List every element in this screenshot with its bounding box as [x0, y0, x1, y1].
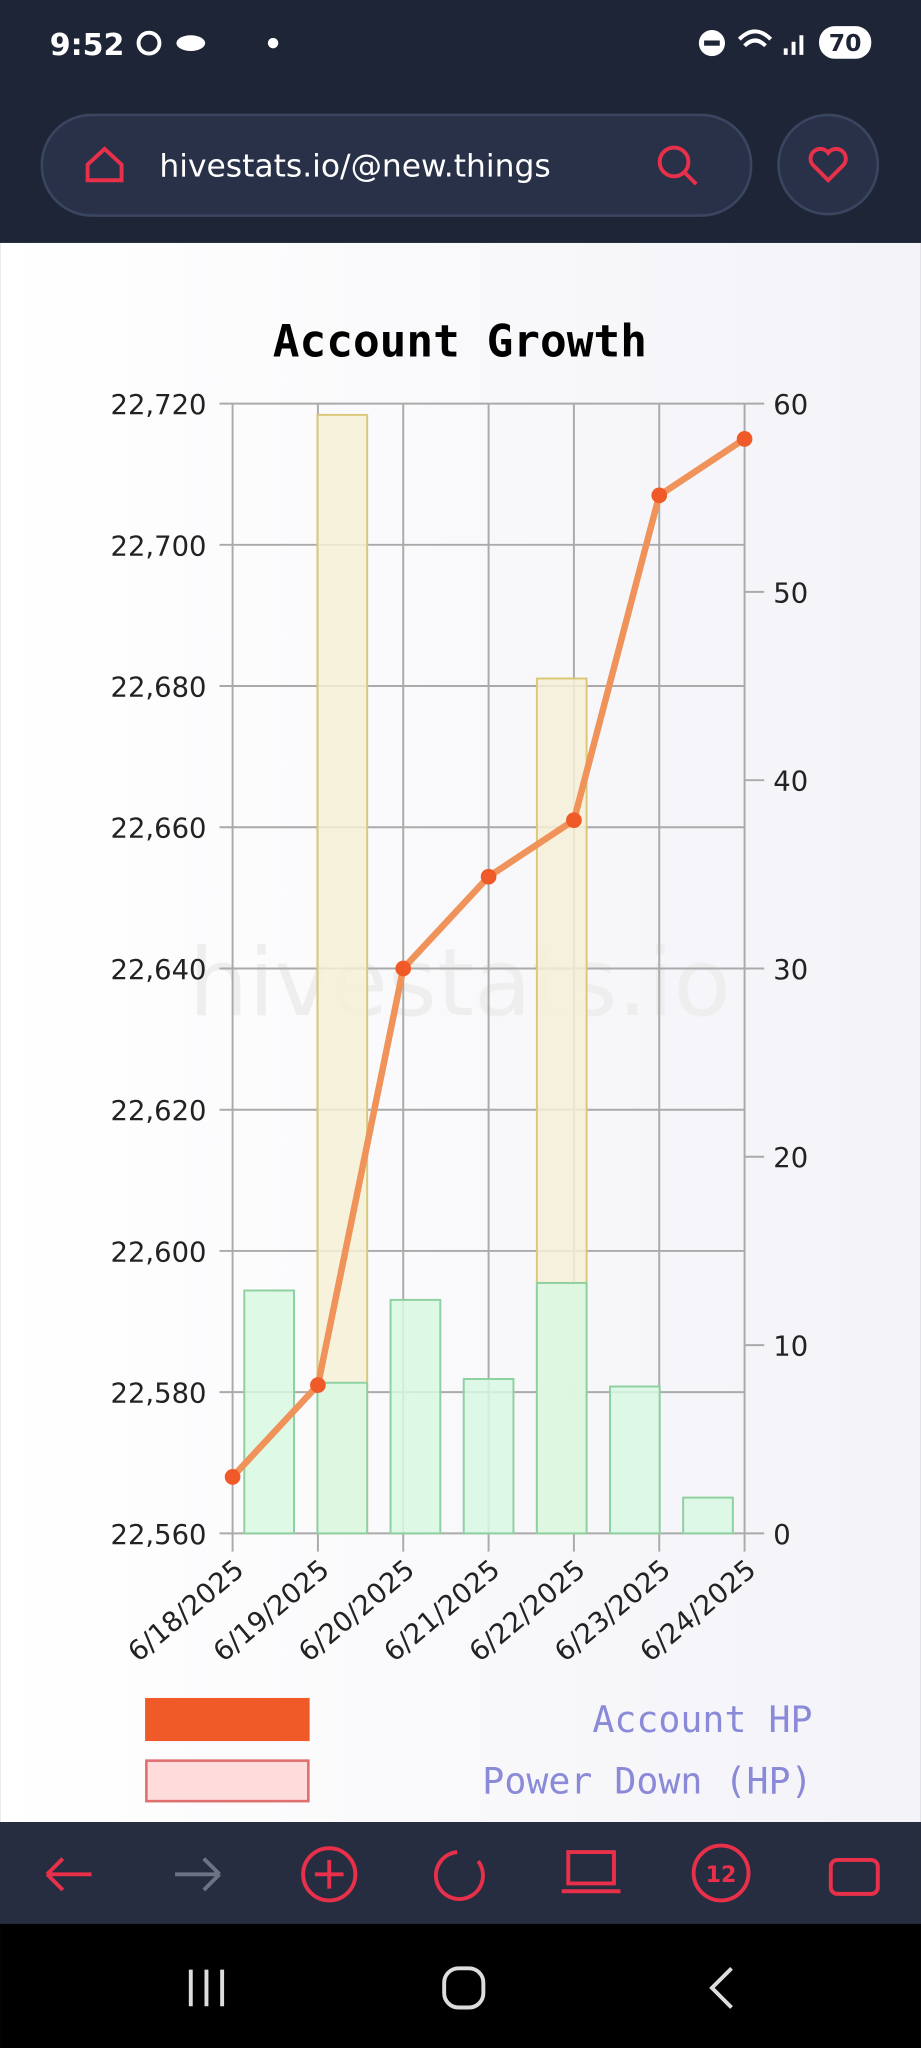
clock: 9:52: [50, 28, 125, 63]
point: [224, 1469, 241, 1485]
battery: [819, 26, 872, 59]
url-bar[interactable]: [40, 113, 753, 217]
bar: [462, 1378, 515, 1535]
wifi-icon: [737, 29, 773, 48]
favorite-button[interactable]: [777, 113, 880, 216]
y-tick-label: 22,560: [111, 1520, 207, 1551]
bar: [609, 1385, 661, 1535]
point: [395, 960, 412, 977]
cloud-icon: [176, 35, 206, 51]
y2-tick-label: 50: [773, 578, 808, 609]
dot-icon: [267, 37, 279, 49]
y-tick-label: 22,700: [111, 531, 207, 562]
y-tick-label: 22,680: [111, 672, 207, 703]
web-content: [0, 242, 921, 1823]
y-tick-label: 22,720: [111, 390, 207, 421]
bar: [389, 1298, 442, 1535]
chart-title: Account Growth: [273, 317, 647, 368]
point: [310, 1377, 326, 1393]
dnd-bar: [704, 40, 720, 46]
point: [736, 431, 753, 447]
y-tick-label: 22,640: [111, 955, 207, 986]
bar: [243, 1289, 296, 1535]
search-handle: [683, 171, 698, 186]
point: [480, 868, 497, 885]
point: [566, 812, 582, 829]
bar: [682, 1496, 734, 1535]
y2-tick-label: 10: [773, 1332, 808, 1363]
search-button[interactable]: [657, 145, 691, 179]
watermark: hivestats.io: [189, 929, 731, 1038]
system-nav: [0, 1923, 921, 2048]
reload-button[interactable]: [434, 1850, 485, 1901]
y-tick-label: 22,580: [111, 1379, 207, 1410]
signal-icon: [783, 35, 804, 55]
desktop-button[interactable]: [561, 1850, 621, 1894]
y2-tick-label: 60: [773, 390, 808, 421]
y-tick-label: 22,600: [111, 1237, 207, 1268]
new-tab-button[interactable]: [301, 1846, 358, 1903]
point: [651, 487, 668, 504]
legend-label: Account HP: [592, 1698, 812, 1741]
home-nav-button[interactable]: [442, 1966, 486, 2010]
heart-icon: [808, 147, 848, 184]
y2-tick-label: 0: [773, 1520, 790, 1551]
y2-tick-label: 30: [773, 955, 808, 986]
tab-count: 12: [706, 1862, 737, 1888]
home-button[interactable]: [85, 146, 124, 183]
back-nav-button[interactable]: [709, 1966, 733, 2009]
plus-icon: [314, 1859, 344, 1889]
bottom-toolbar: [0, 1822, 921, 1924]
bar: [316, 1381, 369, 1535]
forward-button[interactable]: [175, 1857, 221, 1892]
wallet-button[interactable]: [828, 1857, 880, 1896]
y-tick-label: 22,620: [111, 1096, 207, 1127]
y-tick-label: 22,660: [111, 814, 207, 845]
sync-icon: [136, 30, 162, 56]
url[interactable]: hivestats.io/@new.things: [159, 148, 550, 184]
y2-tick-label: 40: [773, 767, 808, 798]
legend-swatch: [145, 1697, 310, 1742]
bar: [535, 1281, 588, 1535]
legend-swatch: [145, 1759, 310, 1803]
tabs-button[interactable]: [691, 1843, 751, 1903]
battery-level: 70: [829, 29, 862, 57]
recents-button[interactable]: [188, 1969, 225, 2007]
legend-label: Power Down (HP): [482, 1759, 812, 1802]
y2-tick-label: 20: [773, 1143, 808, 1174]
back-button[interactable]: [45, 1857, 92, 1892]
